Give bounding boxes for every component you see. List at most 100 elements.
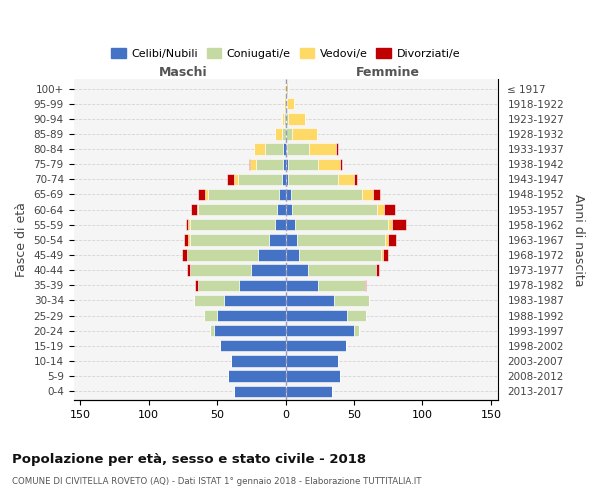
Bar xyxy=(319,158,340,170)
Bar xyxy=(388,234,397,245)
Bar xyxy=(319,280,365,291)
Bar xyxy=(269,234,286,245)
Bar xyxy=(275,128,281,140)
Bar xyxy=(286,234,296,245)
Bar xyxy=(281,113,284,124)
Bar xyxy=(286,189,291,200)
Legend: Celibi/Nubili, Coniugati/e, Vedovi/e, Divorziati/e: Celibi/Nubili, Coniugati/e, Vedovi/e, Di… xyxy=(107,44,464,63)
Bar xyxy=(203,310,217,321)
Bar xyxy=(214,325,286,336)
Bar xyxy=(188,219,190,230)
Bar xyxy=(283,144,286,155)
Bar xyxy=(286,158,289,170)
Bar xyxy=(233,174,238,185)
Bar xyxy=(308,264,376,276)
Bar xyxy=(281,174,286,185)
Bar xyxy=(382,250,383,260)
Bar xyxy=(286,204,292,216)
Bar xyxy=(338,174,354,185)
Bar xyxy=(362,189,373,200)
Bar xyxy=(190,264,251,276)
Text: COMUNE DI CIVITELLA ROVETO (AQ) - Dati ISTAT 1° gennaio 2018 - Elaborazione TUTT: COMUNE DI CIVITELLA ROVETO (AQ) - Dati I… xyxy=(12,478,421,486)
Bar xyxy=(281,128,286,140)
Bar xyxy=(388,219,392,230)
Bar xyxy=(383,250,388,260)
Bar xyxy=(194,294,224,306)
Bar xyxy=(334,294,369,306)
Bar xyxy=(198,189,205,200)
Y-axis label: Anni di nascita: Anni di nascita xyxy=(572,194,585,286)
Bar xyxy=(286,370,340,382)
Bar xyxy=(283,158,286,170)
Text: Maschi: Maschi xyxy=(158,66,208,78)
Bar xyxy=(217,310,286,321)
Bar xyxy=(184,234,188,245)
Bar xyxy=(286,250,299,260)
Bar xyxy=(384,204,395,216)
Bar xyxy=(224,294,286,306)
Bar xyxy=(248,158,250,170)
Bar xyxy=(286,174,289,185)
Bar xyxy=(291,189,362,200)
Bar xyxy=(205,189,208,200)
Bar xyxy=(275,219,286,230)
Bar xyxy=(198,204,277,216)
Bar xyxy=(286,310,347,321)
Bar xyxy=(286,340,346,351)
Bar xyxy=(286,280,319,291)
Bar xyxy=(190,234,269,245)
Bar xyxy=(239,280,286,291)
Bar xyxy=(354,325,359,336)
Bar xyxy=(376,264,379,276)
Bar xyxy=(256,158,283,170)
Bar xyxy=(286,325,354,336)
Bar xyxy=(284,98,286,110)
Bar xyxy=(286,386,332,397)
Bar xyxy=(289,113,305,124)
Bar xyxy=(265,144,283,155)
Bar xyxy=(287,144,309,155)
Bar xyxy=(187,264,190,276)
Bar xyxy=(231,356,286,366)
Bar xyxy=(198,280,239,291)
Bar xyxy=(208,189,279,200)
Bar xyxy=(233,386,286,397)
Bar xyxy=(286,144,287,155)
Bar xyxy=(250,158,256,170)
Bar xyxy=(286,98,287,110)
Bar xyxy=(286,219,295,230)
Bar xyxy=(228,370,286,382)
Bar xyxy=(287,98,294,110)
Bar xyxy=(292,128,317,140)
Bar xyxy=(292,204,377,216)
Bar xyxy=(254,144,265,155)
Bar xyxy=(295,219,388,230)
Text: Popolazione per età, sesso e stato civile - 2018: Popolazione per età, sesso e stato civil… xyxy=(12,452,366,466)
Bar xyxy=(191,204,197,216)
Bar xyxy=(377,204,384,216)
Bar xyxy=(220,340,286,351)
Bar xyxy=(211,325,214,336)
Bar xyxy=(347,310,367,321)
Bar xyxy=(190,219,275,230)
Y-axis label: Fasce di età: Fasce di età xyxy=(15,202,28,278)
Bar xyxy=(365,280,367,291)
Bar xyxy=(182,250,187,260)
Bar xyxy=(238,174,281,185)
Bar xyxy=(227,174,233,185)
Bar xyxy=(309,144,336,155)
Bar xyxy=(392,219,406,230)
Bar xyxy=(286,294,334,306)
Bar xyxy=(186,219,188,230)
Bar xyxy=(187,250,258,260)
Bar xyxy=(284,113,286,124)
Bar xyxy=(258,250,286,260)
Bar xyxy=(289,158,319,170)
Bar xyxy=(385,234,388,245)
Bar xyxy=(277,204,286,216)
Bar xyxy=(196,280,198,291)
Bar xyxy=(251,264,286,276)
Bar xyxy=(354,174,357,185)
Bar xyxy=(373,189,380,200)
Bar xyxy=(286,113,289,124)
